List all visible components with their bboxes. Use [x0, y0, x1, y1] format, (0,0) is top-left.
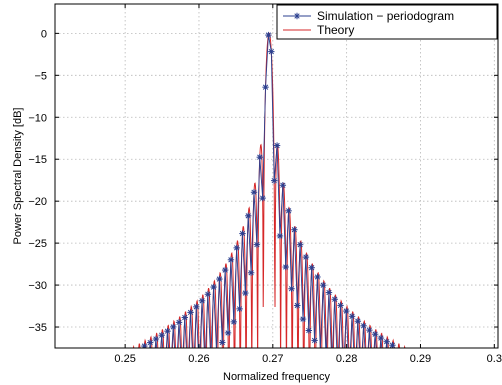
data-point — [193, 303, 200, 311]
data-point — [279, 182, 287, 189]
theory-line — [132, 32, 406, 348]
x-tick-label: 0.26 — [188, 353, 209, 365]
data-point — [320, 281, 327, 289]
x-axis-label: Normalized frequency — [223, 371, 330, 383]
data-point — [268, 48, 275, 55]
theory-series — [132, 32, 406, 348]
grid — [55, 4, 498, 348]
data-point — [164, 327, 171, 335]
data-point — [366, 326, 373, 334]
data-point — [383, 338, 390, 345]
data-point — [308, 264, 315, 271]
x-tick-label: 0.3 — [487, 353, 502, 365]
data-point — [294, 302, 301, 309]
data-point — [247, 269, 255, 276]
data-point — [270, 177, 278, 184]
y-tick-label: 0 — [41, 28, 47, 40]
x-tick-label: 0.25 — [114, 353, 135, 365]
data-point — [210, 283, 217, 291]
data-point — [216, 275, 223, 283]
data-point — [282, 263, 289, 271]
data-point — [337, 302, 344, 309]
data-point — [259, 194, 266, 202]
data-point — [314, 273, 321, 281]
data-point — [348, 313, 356, 320]
data-point — [219, 339, 226, 346]
data-point — [354, 318, 362, 325]
axis-ticks: 0.25 0.26 0.27 0.28 0.29 0.3 0 −5 −10 −15 −20 −25 −3… — [28, 4, 502, 365]
data-point — [181, 314, 188, 321]
simulation-line — [143, 35, 394, 348]
data-point — [170, 323, 177, 331]
data-point — [262, 83, 269, 91]
x-tick-label: 0.27 — [262, 353, 283, 365]
data-point — [242, 289, 249, 297]
y-tick-label: −35 — [28, 322, 47, 334]
data-point — [389, 342, 396, 348]
data-point — [311, 337, 318, 344]
data-point — [331, 296, 338, 303]
data-point — [325, 289, 333, 296]
data-point — [227, 256, 235, 264]
data-point — [221, 266, 229, 274]
y-tick-label: −30 — [28, 280, 47, 292]
data-point — [230, 318, 238, 326]
data-point — [296, 241, 304, 248]
data-point — [158, 331, 165, 339]
legend-theory-label: Theory — [317, 23, 354, 37]
data-point — [291, 226, 298, 233]
y-tick-label: −20 — [28, 196, 47, 208]
data-point — [273, 142, 281, 149]
data-point — [288, 285, 295, 292]
data-point — [224, 329, 232, 337]
data-point — [285, 207, 292, 215]
data-point — [175, 319, 183, 326]
data-point — [305, 327, 313, 334]
data-point — [146, 339, 154, 346]
data-point — [293, 12, 301, 20]
x-tick-label: 0.28 — [336, 353, 357, 365]
data-point — [187, 309, 194, 316]
y-tick-label: −15 — [28, 154, 47, 166]
data-point — [204, 291, 212, 298]
data-point — [233, 244, 240, 252]
data-point — [239, 230, 246, 237]
data-point — [276, 232, 284, 240]
data-point — [236, 305, 243, 313]
data-point — [253, 241, 261, 248]
plot-frame — [54, 3, 499, 349]
data-point — [371, 330, 379, 338]
y-tick-label: −10 — [28, 112, 47, 124]
data-point — [250, 189, 258, 196]
data-point — [256, 153, 263, 161]
data-point — [299, 315, 307, 323]
data-point — [360, 322, 367, 330]
x-tick-label: 0.29 — [410, 353, 431, 365]
legend-simulation-label: Simulation − periodogram — [317, 9, 454, 23]
legend: Simulation − periodogram Theory — [276, 4, 498, 40]
y-tick-label: −5 — [34, 70, 47, 82]
data-point — [343, 307, 350, 315]
data-point — [198, 297, 206, 305]
data-point — [302, 253, 310, 261]
y-axis-label: Power Spectral Density [dB] — [12, 108, 24, 245]
data-point — [265, 31, 272, 39]
legend-box — [276, 4, 498, 40]
data-point — [152, 335, 160, 343]
y-tick-label: −25 — [28, 238, 47, 250]
data-point — [245, 212, 252, 220]
data-point — [377, 334, 385, 342]
